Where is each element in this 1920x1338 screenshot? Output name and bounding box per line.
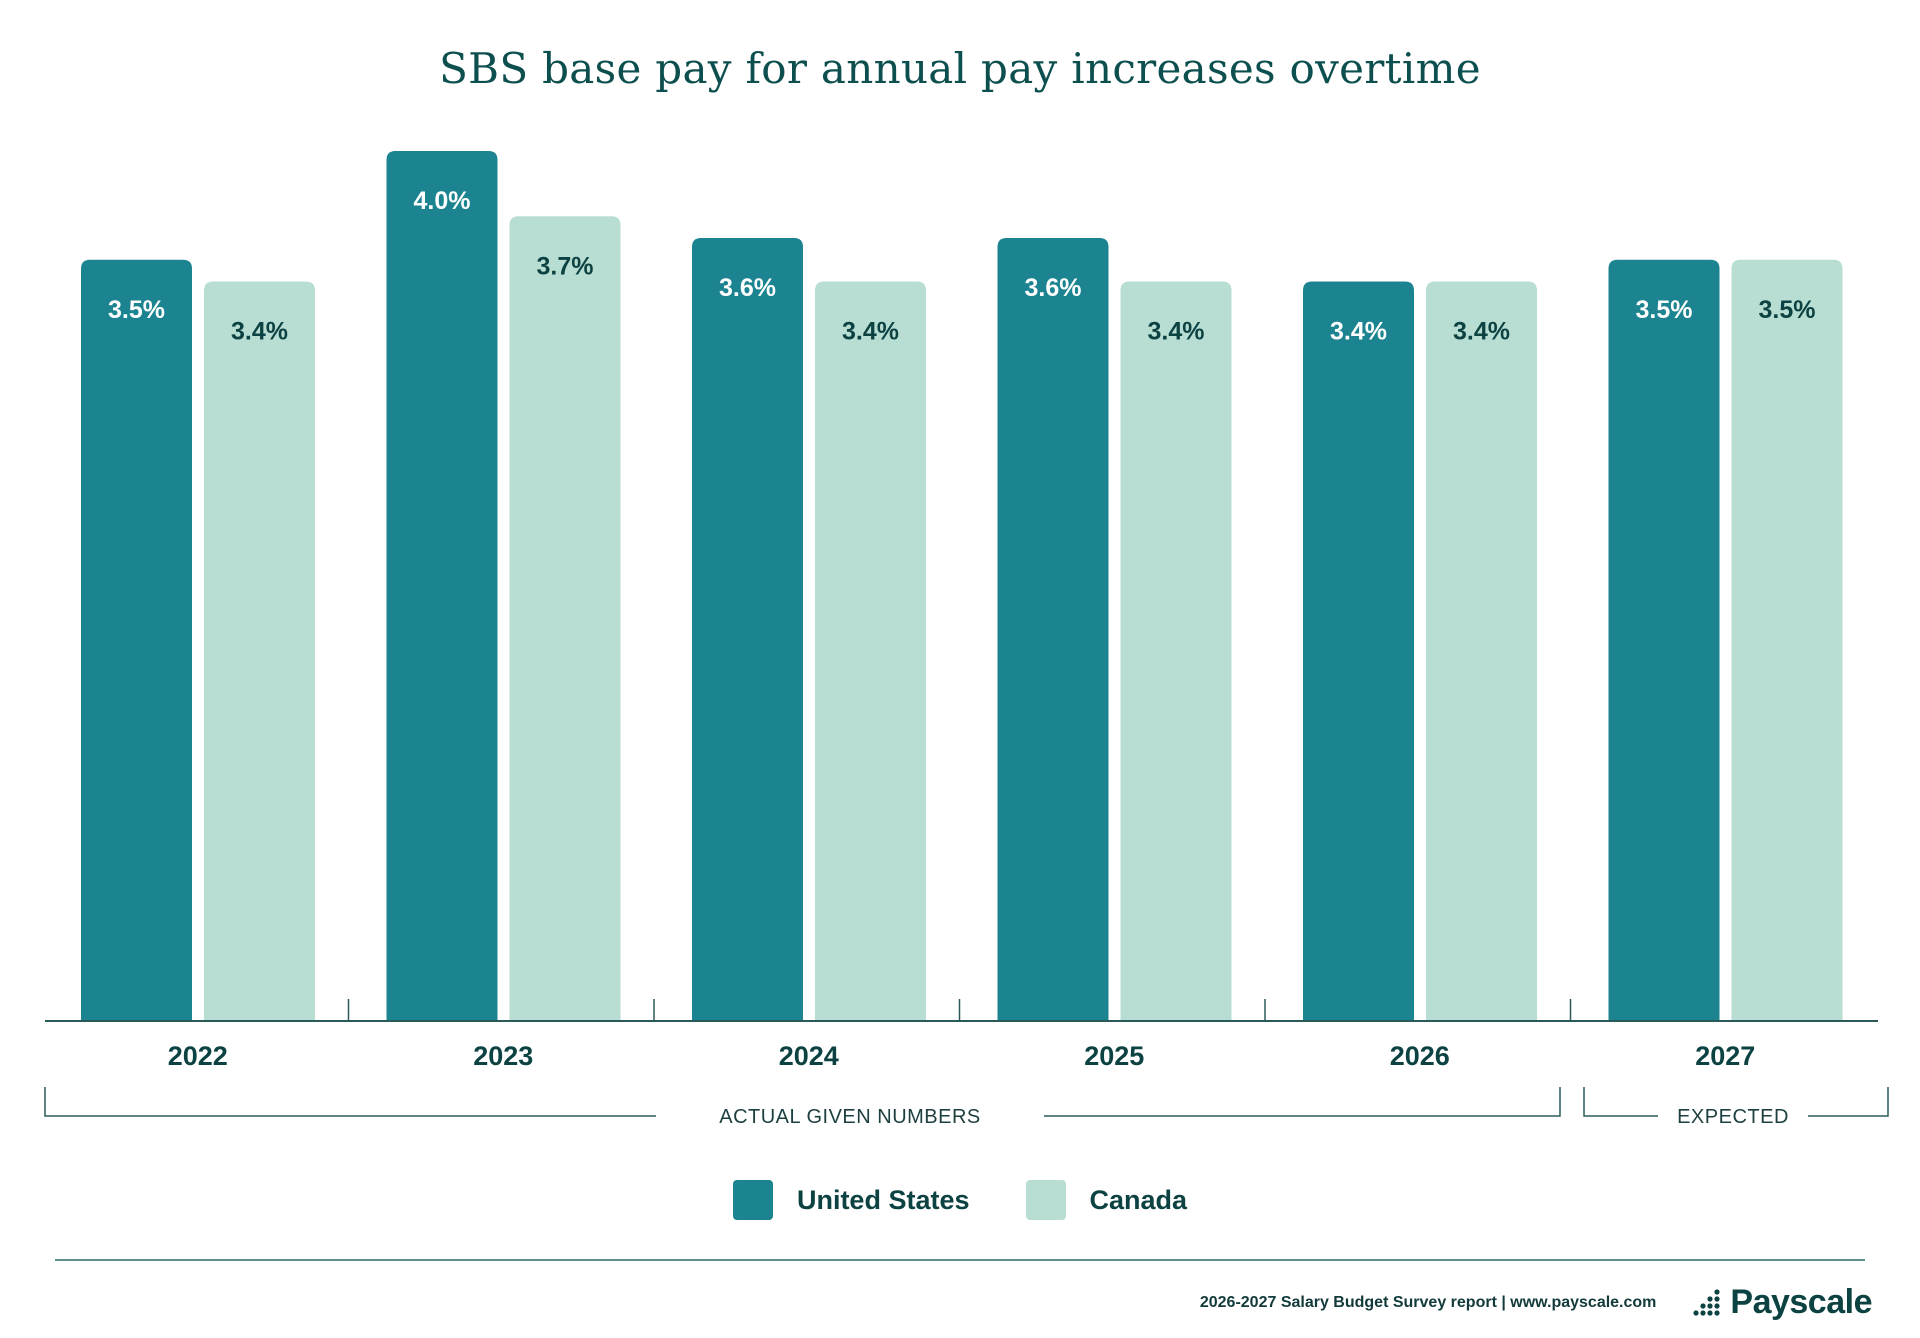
bar-united-states-2023 (386, 151, 498, 1021)
footer-source: 2026-2027 Salary Budget Survey report | … (1199, 1293, 1657, 1311)
data-label: 3.4% (1330, 318, 1387, 346)
bar-canada-2025 (1120, 281, 1232, 1021)
data-label: 3.7% (537, 252, 594, 280)
legend-item-united-states: United States (732, 1180, 970, 1220)
legend: United States Canada (0, 1180, 1920, 1220)
data-label: 3.4% (1148, 318, 1205, 346)
payscale-dots-icon (1693, 1288, 1721, 1316)
x-tick-label: 2024 (779, 1041, 839, 1071)
bar-united-states-2026 (1303, 281, 1414, 1021)
x-tick-label: 2023 (473, 1041, 533, 1071)
group-label-actual-given-numbers: ACTUAL GIVEN NUMBERS (719, 1106, 981, 1128)
data-label: 3.5% (1759, 296, 1816, 324)
group-label-expected: EXPECTED (1677, 1106, 1789, 1128)
legend-item-canada: Canada (1025, 1180, 1188, 1220)
x-tick-label: 2022 (168, 1041, 228, 1071)
data-label: 3.6% (1025, 274, 1082, 302)
data-label: 3.4% (231, 318, 288, 346)
legend-label-canada: Canada (1089, 1184, 1188, 1215)
x-tick-label: 2026 (1390, 1041, 1450, 1071)
brand-logo: Payscale (1692, 1283, 1872, 1322)
data-label: 3.4% (1453, 318, 1510, 346)
bar-canada-2023 (509, 216, 621, 1021)
group-bracket-right-actual-given-numbers (1044, 1087, 1561, 1117)
data-label: 3.5% (1636, 296, 1693, 324)
group-bracket-left-actual-given-numbers (44, 1087, 656, 1117)
bar-canada-2022 (204, 281, 315, 1021)
brand-name: Payscale (1730, 1283, 1872, 1321)
x-tick-label: 2027 (1695, 1041, 1755, 1071)
bar-united-states-2025 (997, 238, 1109, 1021)
bar-canada-2027 (1731, 259, 1843, 1021)
data-label: 3.4% (842, 318, 899, 346)
bar-united-states-2024 (692, 238, 803, 1021)
legend-swatch-united-states (732, 1180, 773, 1220)
legend-swatch-canada (1025, 1180, 1066, 1220)
legend-label-united-states: United States (796, 1184, 970, 1215)
group-bracket-left-expected (1583, 1087, 1658, 1117)
data-label: 3.5% (108, 296, 165, 324)
group-bracket-right-expected (1808, 1087, 1889, 1117)
data-label: 4.0% (414, 187, 471, 215)
bar-canada-2026 (1426, 281, 1537, 1021)
footer-divider (55, 1259, 1865, 1261)
chart-title: SBS base pay for annual pay increases ov… (439, 44, 1481, 93)
x-tick-label: 2025 (1084, 1041, 1144, 1071)
footer: 2026-2027 Salary Budget Survey report | … (1199, 1283, 1873, 1322)
bar-united-states-2022 (81, 259, 192, 1021)
bar-united-states-2027 (1608, 259, 1720, 1021)
data-label: 3.6% (719, 274, 776, 302)
bar-canada-2024 (815, 281, 926, 1021)
